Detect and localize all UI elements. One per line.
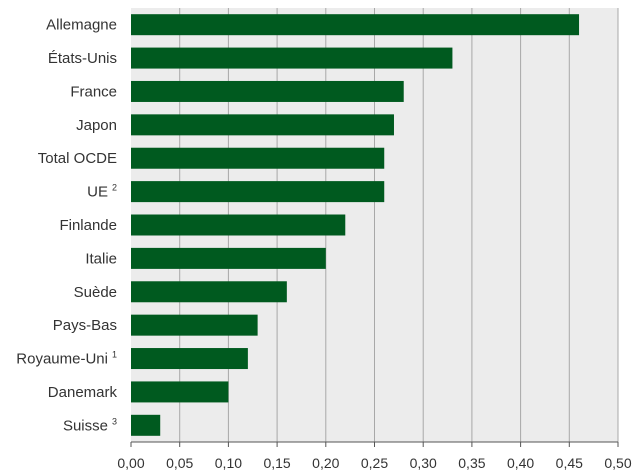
- bar: [131, 314, 258, 336]
- bar: [131, 381, 229, 403]
- category-name: UE: [87, 184, 108, 201]
- x-tick-label: 0,35: [458, 455, 485, 470]
- category-label: UE 2: [87, 183, 117, 201]
- x-tick-label: 0,40: [507, 455, 534, 470]
- category-name: Danemark: [48, 384, 118, 401]
- tick-labels: 0,00 0,05 0,10 0,15 0,20 0,25 0,30 0,35 0,40 0,45…: [117, 455, 631, 470]
- category-label: Royaume-Uni 1: [16, 350, 117, 368]
- footnote-marker: 1: [112, 350, 117, 360]
- x-tick-label: 0,10: [215, 455, 242, 470]
- category-label: Finlande: [59, 217, 117, 234]
- bar: [131, 147, 385, 169]
- category-name: France: [70, 83, 117, 100]
- bar: [131, 281, 287, 303]
- category-label: Japon: [76, 117, 117, 134]
- bar: [131, 14, 580, 36]
- x-tick-label: 0,25: [361, 455, 388, 470]
- x-tick-label: 0,45: [556, 455, 583, 470]
- x-tick-label: 0,05: [166, 455, 193, 470]
- bar: [131, 181, 385, 203]
- category-label: Total OCDE: [38, 150, 117, 167]
- category-label: Pays-Bas: [53, 317, 117, 334]
- category-name: Italie: [85, 250, 117, 267]
- category-label: Suisse 3: [63, 416, 117, 434]
- bar: [131, 47, 453, 69]
- x-tick-label: 0,30: [410, 455, 437, 470]
- category-name: États-Unis: [48, 50, 117, 67]
- category-name: Total OCDE: [38, 150, 117, 167]
- category-label: États-Unis: [48, 50, 117, 67]
- bar: [131, 214, 346, 236]
- category-label: Allemagne: [46, 17, 117, 34]
- category-labels: Allemagne États-Unis France Japon Total OCDE…: [16, 17, 117, 435]
- footnote-marker: 3: [112, 416, 117, 426]
- bar: [131, 114, 394, 136]
- category-label: France: [70, 83, 117, 100]
- bar: [131, 414, 161, 436]
- x-tick-label: 0,00: [117, 455, 144, 470]
- x-tick-label: 0,20: [312, 455, 339, 470]
- category-name: Allemagne: [46, 17, 117, 34]
- category-name: Finlande: [59, 217, 117, 234]
- category-name: Japon: [76, 117, 117, 134]
- category-name: Suisse: [63, 417, 108, 434]
- x-axis: [130, 441, 619, 447]
- category-label: Danemark: [48, 384, 118, 401]
- x-tick-label: 0,15: [263, 455, 290, 470]
- bar: [131, 80, 404, 102]
- category-label: Italie: [85, 250, 117, 267]
- category-name: Royaume-Uni: [16, 351, 108, 368]
- x-tick-label: 0,50: [604, 455, 631, 470]
- category-name: Pays-Bas: [53, 317, 117, 334]
- bars: [131, 14, 580, 436]
- category-name: Suède: [74, 284, 117, 301]
- footnote-marker: 2: [112, 183, 117, 193]
- bar: [131, 247, 326, 269]
- bar: [131, 348, 248, 370]
- category-label: Suède: [74, 284, 117, 301]
